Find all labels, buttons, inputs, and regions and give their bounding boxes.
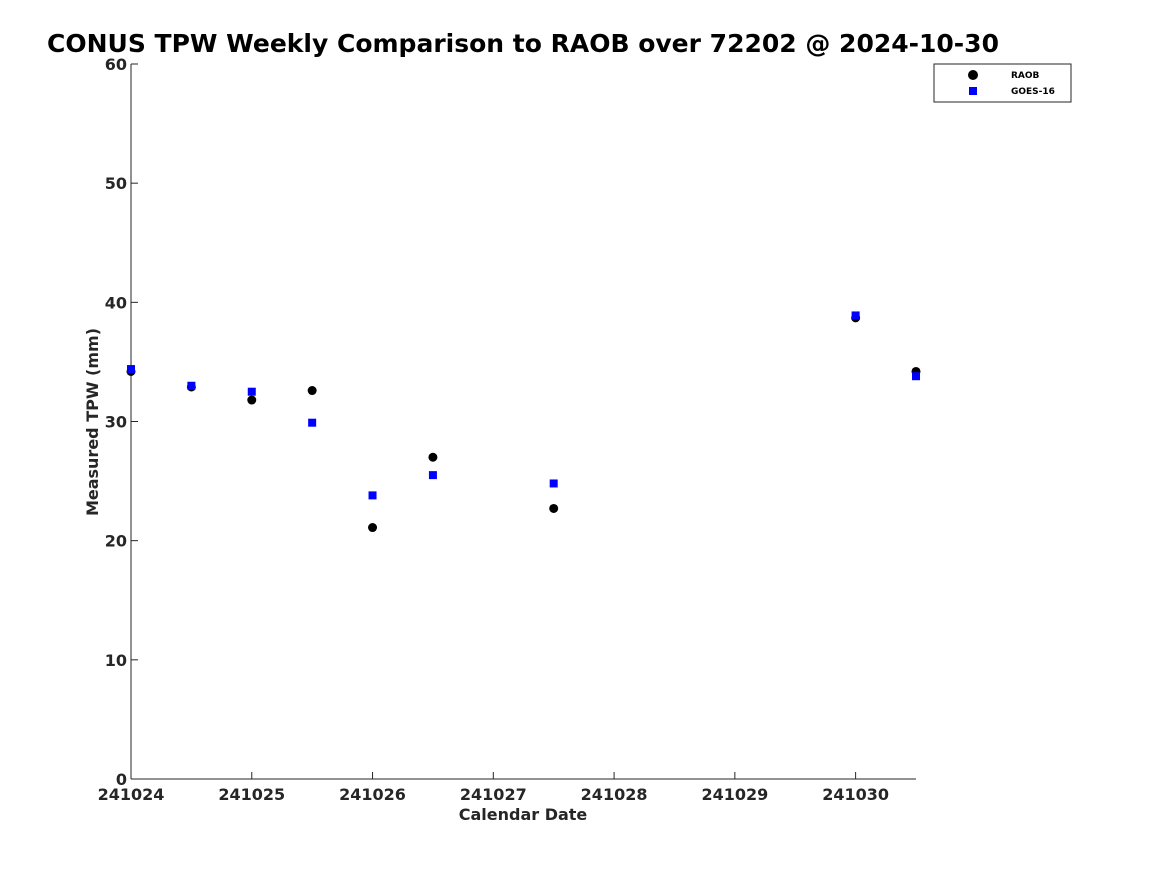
point-goes-16 bbox=[912, 372, 920, 381]
data-points bbox=[126, 311, 921, 533]
legend-marker-goes-16 bbox=[969, 87, 977, 95]
point-goes-16 bbox=[368, 491, 377, 500]
point-goes-16 bbox=[308, 418, 317, 427]
x-axis-label: Calendar Date bbox=[459, 805, 588, 824]
chart-title: CONUS TPW Weekly Comparison to RAOB over… bbox=[47, 29, 999, 58]
x-tick-label: 241029 bbox=[701, 785, 768, 804]
y-ticks: 0 10 20 30 40 50 60 bbox=[105, 55, 138, 789]
y-tick-label: 60 bbox=[105, 55, 127, 74]
point-goes-16 bbox=[187, 381, 196, 390]
legend-marker-raob bbox=[968, 70, 978, 80]
x-tick-label: 241024 bbox=[98, 785, 165, 804]
y-axis-label: Measured TPW (mm) bbox=[83, 328, 102, 516]
point-goes-16 bbox=[428, 471, 437, 480]
x-ticks: 241024 241025 241026 241027 241028 241029 2410… bbox=[98, 772, 889, 804]
x-tick-label: 241030 bbox=[822, 785, 889, 804]
point-goes-16 bbox=[127, 365, 135, 374]
y-tick-label: 50 bbox=[105, 174, 127, 193]
point-raob bbox=[368, 523, 378, 533]
legend-label-raob: RAOB bbox=[1011, 71, 1040, 81]
x-tick-label: 241026 bbox=[339, 785, 406, 804]
y-tick-label: 40 bbox=[105, 293, 127, 312]
x-tick-label: 241028 bbox=[581, 785, 648, 804]
x-tick-label: 241027 bbox=[460, 785, 527, 804]
point-raob bbox=[247, 395, 257, 405]
point-raob bbox=[428, 452, 438, 462]
y-tick-label: 10 bbox=[105, 651, 127, 670]
x-tick-label: 241025 bbox=[218, 785, 285, 804]
point-goes-16 bbox=[851, 311, 860, 320]
y-tick-label: 30 bbox=[105, 413, 127, 432]
legend: RAOB GOES-16 bbox=[933, 63, 1072, 103]
y-tick-label: 0 bbox=[116, 770, 127, 789]
plot-axes bbox=[130, 64, 916, 780]
point-goes-16 bbox=[247, 387, 256, 396]
legend-box bbox=[933, 63, 1072, 103]
point-raob bbox=[307, 386, 317, 396]
point-raob bbox=[549, 503, 559, 513]
y-tick-label: 20 bbox=[105, 532, 127, 551]
point-goes-16 bbox=[549, 479, 558, 488]
legend-label-goes-16: GOES-16 bbox=[1011, 87, 1055, 97]
